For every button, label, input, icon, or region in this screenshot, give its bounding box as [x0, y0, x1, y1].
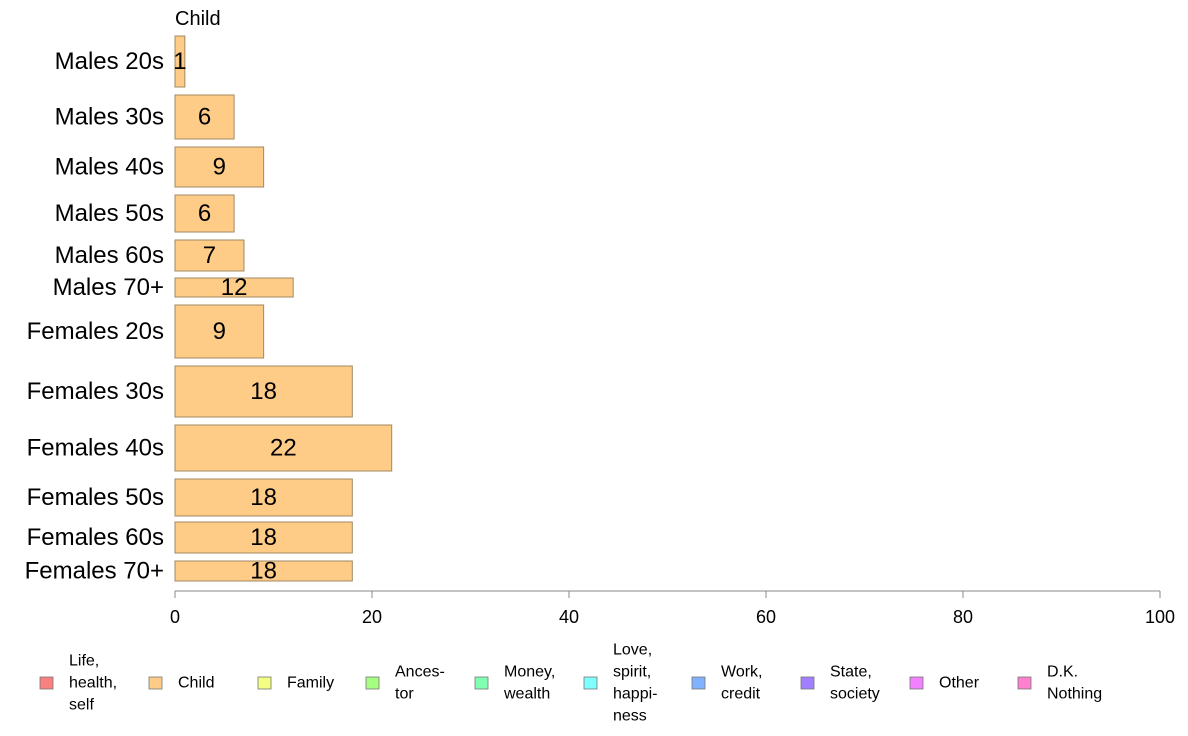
bar-11 — [174, 560, 353, 582]
category-label: Males 40s — [55, 154, 164, 181]
category-label: Females 30s — [27, 378, 164, 405]
legend-label: Family — [287, 675, 334, 692]
legend-swatch — [365, 676, 380, 690]
legend-swatch — [1017, 676, 1032, 690]
category-label: Males 50s — [55, 200, 164, 227]
bar-7 — [174, 365, 353, 418]
x-tick-label: 20 — [362, 607, 382, 627]
bar-1 — [174, 94, 235, 140]
category-label: Females 60s — [27, 524, 164, 551]
legend-label: D.K. Nothing — [1047, 664, 1102, 703]
legend-label: Work, credit — [721, 664, 762, 703]
legend-swatch — [39, 676, 54, 690]
x-axis: 0 20 40 60 80 100 — [170, 590, 1175, 627]
legend-swatch — [583, 676, 598, 690]
legend-label: Child — [178, 675, 214, 692]
category-label: Females 40s — [27, 435, 164, 462]
value-label: 6 — [198, 200, 211, 227]
category-label: Males 60s — [55, 242, 164, 269]
category-label: Females 20s — [27, 318, 164, 345]
legend: Life, health, self Child Family Ances-tor Mone… — [39, 642, 1102, 725]
value-label: 7 — [203, 242, 216, 269]
category-label: Males 70+ — [53, 274, 164, 301]
legend-swatch — [909, 676, 924, 690]
bar-4 — [174, 239, 245, 272]
x-tick-label: 0 — [170, 607, 180, 627]
bar-8 — [174, 424, 393, 472]
legend-label: Money, wealth — [503, 664, 555, 703]
value-label: 1 — [173, 48, 186, 75]
legend-swatch — [800, 676, 815, 690]
x-tick-label: 80 — [953, 607, 973, 627]
category-label: Females 70+ — [25, 558, 164, 585]
legend-swatch — [148, 676, 163, 690]
bar-5 — [174, 277, 294, 298]
legend-label: Other — [939, 675, 980, 692]
value-label: 6 — [198, 104, 211, 131]
bar-6 — [174, 304, 265, 359]
legend-label: Love, spirit, happi-ness — [613, 642, 657, 725]
legend-label: State, society — [830, 664, 880, 703]
category-label: Males 30s — [55, 104, 164, 131]
x-tick-label: 60 — [756, 607, 776, 627]
legend-swatch — [257, 676, 272, 690]
value-label: 18 — [250, 484, 277, 511]
value-label: 9 — [213, 154, 226, 181]
bar-0 — [174, 35, 186, 88]
value-label: 12 — [221, 274, 248, 301]
value-label: 9 — [213, 318, 226, 345]
value-label: 18 — [250, 558, 277, 585]
value-label: 22 — [270, 435, 297, 462]
bar-10 — [174, 521, 353, 554]
legend-swatch — [474, 676, 489, 690]
bar-9 — [174, 478, 353, 517]
chart-title: Child — [175, 8, 221, 30]
value-label: 18 — [250, 524, 277, 551]
x-tick-label: 100 — [1145, 607, 1175, 627]
category-label: Females 50s — [27, 484, 164, 511]
bar-2 — [174, 146, 265, 188]
x-tick-label: 40 — [559, 607, 579, 627]
value-label: 18 — [250, 378, 277, 405]
bar-3 — [174, 194, 235, 233]
legend-label: Life, health, self — [69, 653, 117, 714]
bars-group: Males 20s 1 Males 30s 6 Males 40s 9 Males 50s 6… — [25, 35, 393, 585]
category-label: Males 20s — [55, 48, 164, 75]
legend-swatch — [691, 676, 706, 690]
legend-label: Ances-tor — [395, 664, 445, 703]
